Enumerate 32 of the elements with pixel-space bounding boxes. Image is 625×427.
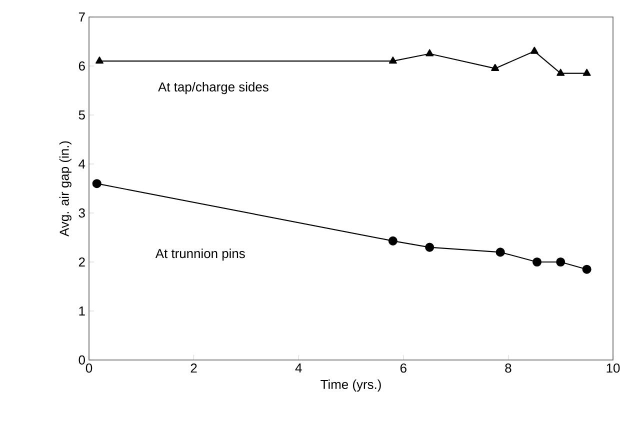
y-tick-label: 7 [78, 12, 85, 22]
y-tick-label: 1 [79, 306, 85, 316]
point [532, 257, 542, 267]
point [530, 46, 538, 54]
x-tick-label: 4 [295, 364, 302, 372]
point [556, 257, 566, 267]
point [582, 264, 592, 274]
series-label: At tap/charge sides [158, 82, 268, 94]
x-tick-label: 0 [86, 364, 92, 373]
y-tick-label: 2 [78, 257, 85, 267]
x-tick-label: 8 [505, 364, 512, 373]
point [556, 68, 565, 76]
point [92, 179, 102, 188]
point [496, 248, 505, 257]
point [425, 242, 434, 252]
point [491, 64, 500, 71]
y-tick-label: 6 [78, 61, 85, 71]
y-tick-label: 4 [78, 160, 86, 168]
y-tick-label: 5 [78, 110, 85, 120]
y-axis-title: Avg. air gap (in.) [59, 141, 72, 236]
point [388, 56, 397, 64]
x-axis-title: Time (yrs.) [320, 380, 381, 392]
text: At trunnion pins [155, 248, 245, 261]
point [95, 56, 104, 64]
y-tick-label: 3 [78, 208, 85, 218]
x-tick-label: 2 [190, 364, 197, 373]
point [582, 68, 591, 76]
x-tick-label: 6 [400, 364, 406, 373]
y-tick-label: 0 [78, 355, 85, 365]
point [388, 236, 398, 246]
point [426, 49, 434, 56]
x-tick-label: 10 [606, 364, 620, 373]
